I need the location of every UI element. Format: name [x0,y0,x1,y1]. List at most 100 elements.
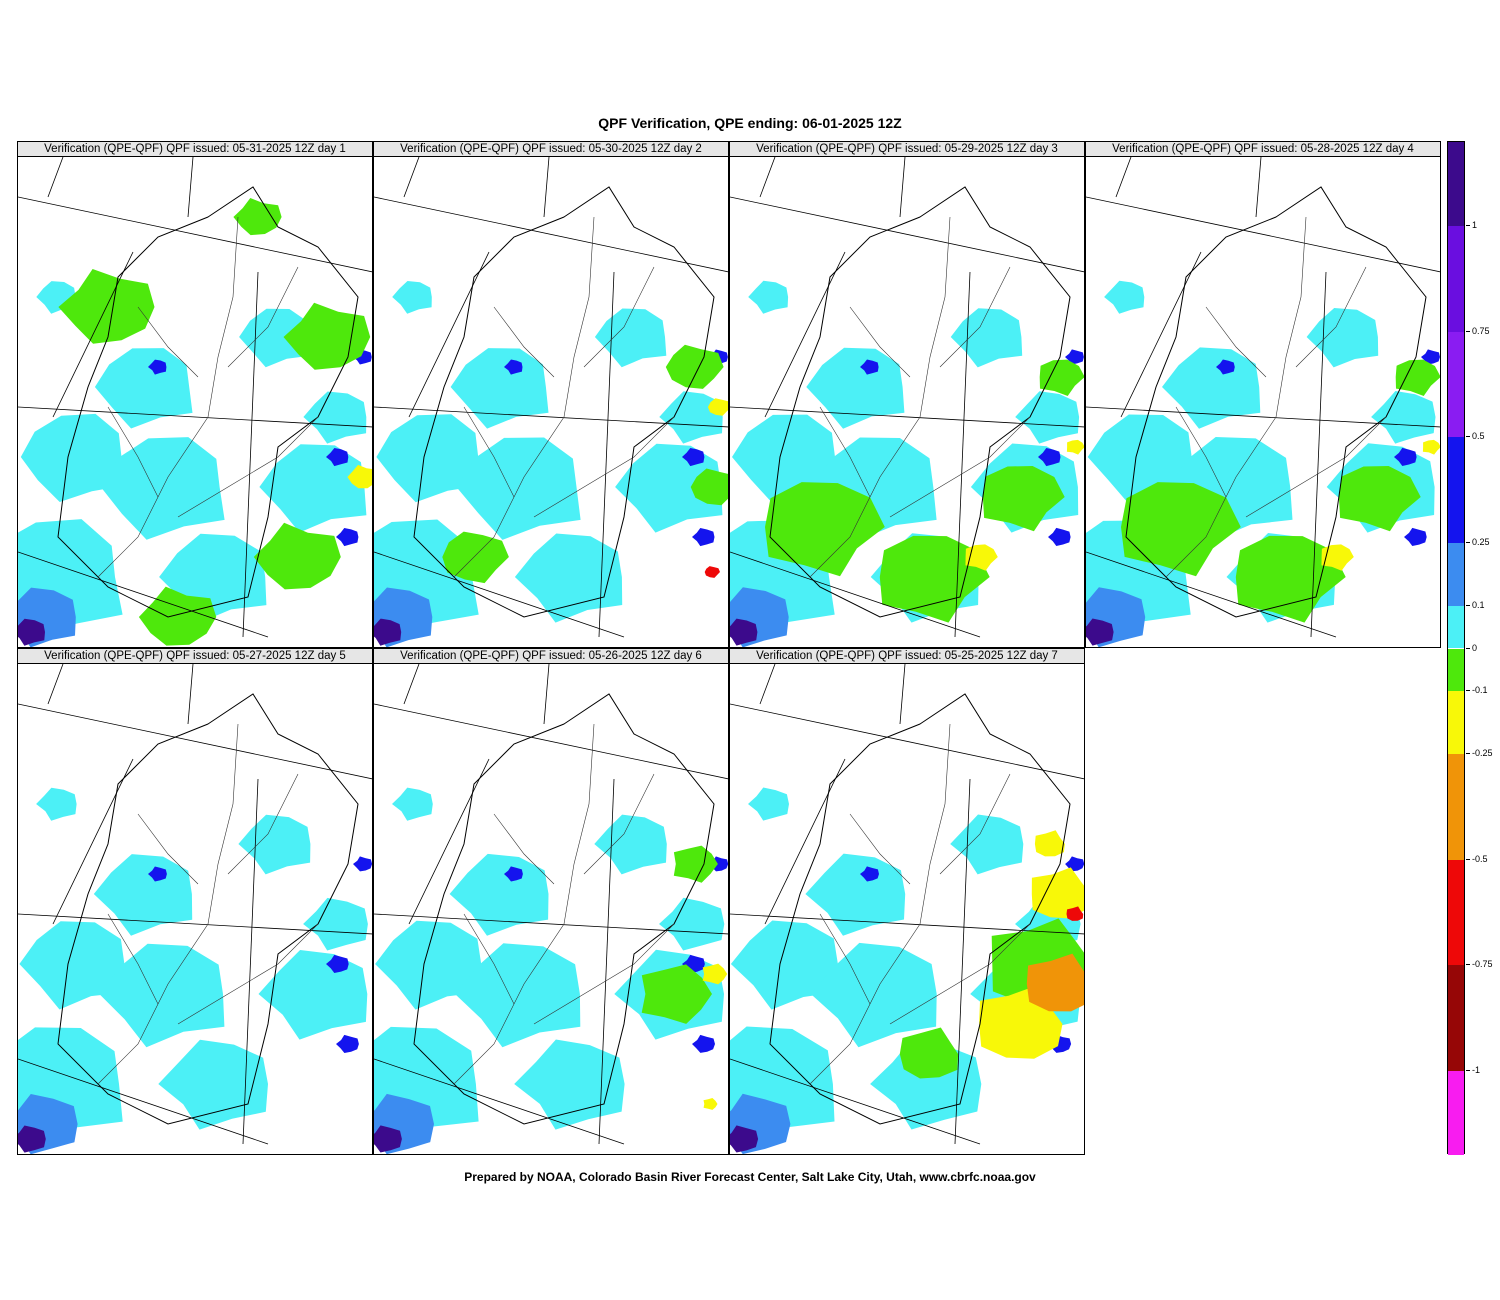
shaded-area [374,618,402,646]
shaded-area [765,482,885,577]
state-boundary [18,551,269,638]
river [1165,216,1307,578]
river [583,773,655,875]
shaded-area [514,1039,625,1130]
shaded-area [641,964,712,1024]
legend-tick-label: 0.25 [1472,536,1490,547]
legend-swatch [1448,606,1464,649]
state-boundary [954,271,971,638]
shaded-area [375,920,483,1010]
shaded-area [748,280,789,314]
state-boundary [730,703,1084,780]
shaded-area [810,942,937,1048]
state-boundary [899,664,906,725]
shaded-area [94,348,193,429]
precip-difference-map [374,157,728,647]
state-boundary [374,1058,625,1145]
state-boundary [47,157,64,198]
precip-difference-map [1086,157,1440,647]
shaded-area [1422,439,1440,455]
shaded-area [1404,527,1427,546]
shaded-area [253,522,341,590]
state-boundary [730,913,1084,935]
state-boundary [759,664,776,705]
state-boundary [18,1058,269,1145]
basin-outline [57,186,359,618]
precip-difference-map [374,664,728,1154]
river [227,266,299,368]
figure-title: QPF Verification, QPE ending: 06-01-2025… [598,115,902,131]
shaded-area [665,344,724,389]
state-boundary [403,664,420,705]
shaded-area [18,1125,46,1153]
state-boundary [374,196,728,273]
shaded-area [258,950,368,1040]
state-boundary [408,758,490,925]
state-boundary [374,913,728,935]
shaded-area [899,1027,959,1079]
shaded-area [456,437,581,540]
legend-tick [1466,541,1470,543]
state-boundary [598,778,615,1145]
shaded-area [1048,527,1071,546]
legend-tick [1466,1069,1470,1071]
shaded-area [36,787,77,821]
legend-swatch [1448,542,1464,607]
shaded-area [748,787,789,821]
shaded-area [347,464,372,489]
river [939,773,1011,875]
shaded-area [1066,439,1084,455]
shaded-area [659,391,723,444]
river [493,813,555,885]
state-boundary [730,1058,981,1145]
shaded-area [449,853,549,936]
shaded-area [1104,280,1145,314]
shaded-area [950,814,1024,875]
state-boundary [47,664,64,705]
basin-outline [769,693,1071,1125]
shaded-area [18,618,45,646]
river [177,416,319,518]
legend-swatch [1448,226,1464,332]
river [533,923,675,1025]
shaded-area [1121,482,1241,577]
river [463,913,515,1005]
shaded-area [336,528,359,547]
river [939,266,1011,368]
panel-header: Verification (QPE-QPF) QPF issued: 05-26… [374,649,728,664]
river [97,723,239,1085]
precip-difference-map [730,157,1084,647]
map-panel-day-2: Verification (QPE-QPF) QPF issued: 05-30… [373,141,729,648]
shaded-area [1321,544,1354,571]
panel-header: Verification (QPE-QPF) QPF issued: 05-31… [18,142,372,157]
shaded-area [806,347,905,429]
river [107,913,159,1005]
shaded-area [326,448,349,467]
shaded-area [442,531,509,584]
river [1295,266,1367,368]
river [463,406,515,498]
shaded-area [93,854,193,936]
legend-swatch [1448,1070,1464,1155]
shaded-area [1031,867,1084,919]
legend-tick-label: 0 [1472,642,1478,653]
shaded-area [703,1098,718,1110]
shaded-area [1039,359,1084,396]
shaded-area [148,359,167,375]
shaded-area [673,845,718,883]
shaded-area [336,1034,359,1053]
shaded-area [692,528,715,547]
shaded-area [99,943,225,1048]
precip-difference-map [730,664,1084,1154]
shaded-area [1065,856,1084,872]
legend-tick-label: -1 [1472,1064,1481,1075]
legend-tick [1466,753,1470,755]
panel-header: Verification (QPE-QPF) QPF issued: 05-27… [18,649,372,664]
shaded-area [100,437,225,540]
precip-difference-map [18,664,372,1154]
river [177,923,319,1025]
river [107,406,159,498]
legend-tick [1466,330,1470,332]
shaded-area [1162,347,1261,429]
legend-swatch [1448,142,1464,227]
